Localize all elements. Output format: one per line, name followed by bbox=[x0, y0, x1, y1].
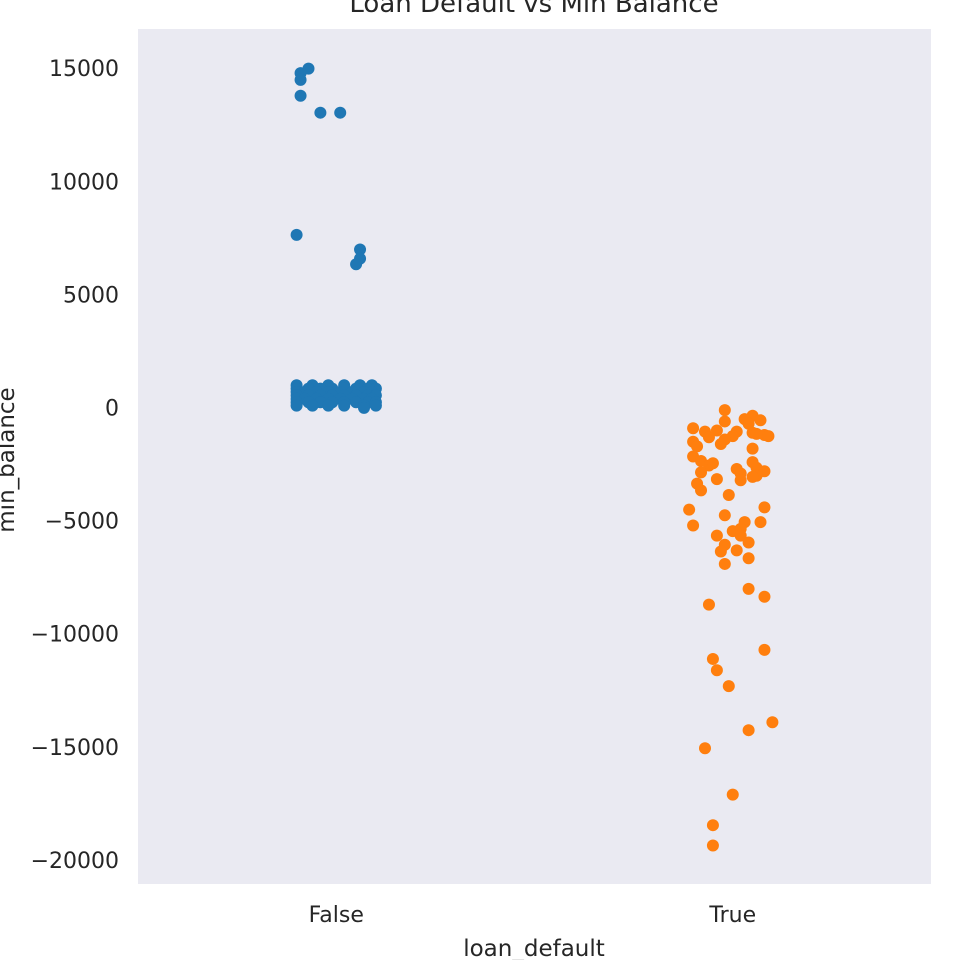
data-point-true bbox=[742, 552, 755, 565]
data-point-true bbox=[706, 819, 719, 832]
data-point-false bbox=[338, 399, 351, 412]
data-point-true bbox=[722, 488, 735, 501]
data-point-true bbox=[758, 590, 771, 603]
data-point-true bbox=[746, 442, 759, 455]
data-point-false bbox=[322, 399, 335, 412]
y-axis-label: min_balance bbox=[0, 387, 20, 532]
data-point-false bbox=[302, 62, 315, 75]
x-tick-labels: False True bbox=[309, 903, 756, 928]
data-point-true bbox=[695, 484, 708, 497]
data-point-false bbox=[314, 106, 327, 119]
data-point-true bbox=[742, 582, 755, 595]
data-point-true bbox=[698, 742, 711, 755]
data-point-false bbox=[290, 228, 303, 241]
data-point-true bbox=[706, 652, 719, 665]
data-point-true bbox=[734, 474, 747, 487]
data-point-false bbox=[334, 106, 347, 119]
data-point-true bbox=[706, 457, 719, 470]
y-tick-label: −15000 bbox=[31, 736, 119, 761]
data-point-true bbox=[742, 417, 755, 430]
y-tick-label: 5000 bbox=[63, 283, 119, 308]
data-point-true bbox=[742, 724, 755, 737]
data-point-true bbox=[687, 519, 700, 532]
data-point-true bbox=[754, 516, 767, 529]
data-points bbox=[290, 62, 779, 852]
data-point-true bbox=[754, 414, 767, 427]
data-point-true bbox=[714, 545, 727, 558]
data-point-true bbox=[742, 536, 755, 549]
y-tick-label: −10000 bbox=[31, 623, 119, 648]
data-point-false bbox=[294, 73, 307, 86]
data-point-false bbox=[369, 399, 382, 412]
data-point-true bbox=[702, 598, 715, 611]
data-point-true bbox=[702, 431, 715, 444]
y-tick-label: 15000 bbox=[49, 57, 119, 82]
data-point-true bbox=[718, 404, 731, 417]
data-point-false bbox=[306, 399, 319, 412]
data-point-true bbox=[710, 424, 723, 437]
data-point-true bbox=[718, 415, 731, 428]
data-point-true bbox=[691, 440, 704, 453]
data-point-false bbox=[294, 89, 307, 102]
data-point-true bbox=[722, 680, 735, 693]
y-tick-label: −20000 bbox=[31, 849, 119, 874]
data-point-true bbox=[687, 422, 700, 435]
x-tick-label: True bbox=[708, 903, 756, 928]
data-point-true bbox=[706, 839, 719, 852]
data-point-false bbox=[358, 401, 371, 414]
data-point-true bbox=[726, 788, 739, 801]
data-point-true bbox=[714, 438, 727, 451]
data-point-true bbox=[730, 544, 743, 557]
x-axis-label: loan_default bbox=[463, 936, 605, 960]
data-point-true bbox=[718, 557, 731, 570]
data-point-true bbox=[746, 470, 759, 483]
plot-area bbox=[138, 29, 931, 884]
data-point-false bbox=[354, 243, 367, 256]
y-tick-label: −5000 bbox=[45, 510, 119, 535]
data-point-true bbox=[710, 664, 723, 677]
data-point-true bbox=[766, 716, 779, 729]
y-tick-label: 10000 bbox=[49, 170, 119, 195]
data-point-true bbox=[710, 529, 723, 542]
data-point-true bbox=[734, 529, 747, 542]
data-point-true bbox=[758, 643, 771, 656]
chart-title: Loan Default vs Min Balance bbox=[349, 0, 718, 19]
data-point-true bbox=[718, 509, 731, 522]
x-tick-label: False bbox=[309, 903, 364, 928]
data-point-true bbox=[683, 503, 696, 516]
data-point-true bbox=[695, 466, 708, 479]
data-point-false bbox=[350, 258, 363, 271]
y-tick-label: 0 bbox=[105, 397, 119, 422]
data-point-false bbox=[290, 399, 303, 412]
data-point-true bbox=[762, 430, 775, 443]
data-point-true bbox=[710, 473, 723, 486]
y-tick-labels: 15000 10000 5000 0 −5000 −10000 −15000 −20000 bbox=[31, 57, 119, 874]
data-point-true bbox=[758, 501, 771, 514]
